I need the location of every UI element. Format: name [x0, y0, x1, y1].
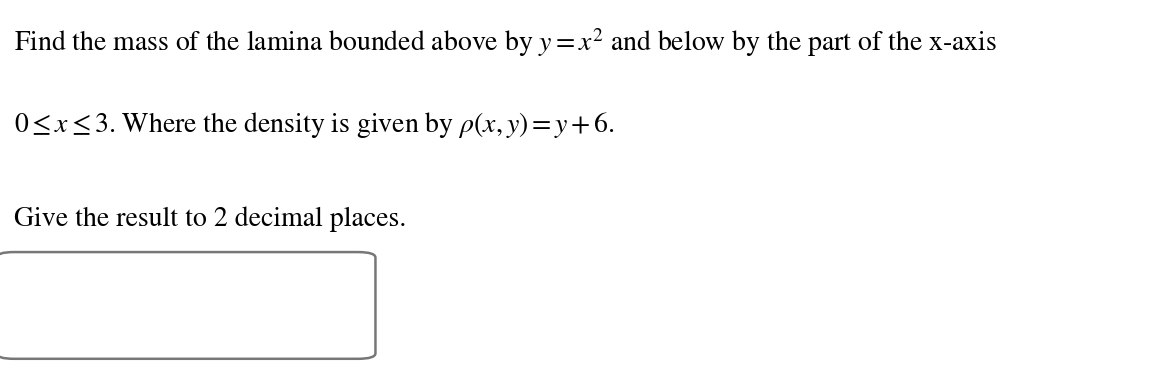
FancyBboxPatch shape — [0, 252, 375, 359]
Text: Find the mass of the lamina bounded above by $y = x^2$ and below by the part of : Find the mass of the lamina bounded abov… — [14, 26, 997, 59]
Text: $0 \leq x \leq 3$. Where the density is given by $\rho(x, y) = y + 6$.: $0 \leq x \leq 3$. Where the density is … — [14, 110, 614, 141]
Text: Give the result to 2 decimal places.: Give the result to 2 decimal places. — [14, 206, 406, 232]
